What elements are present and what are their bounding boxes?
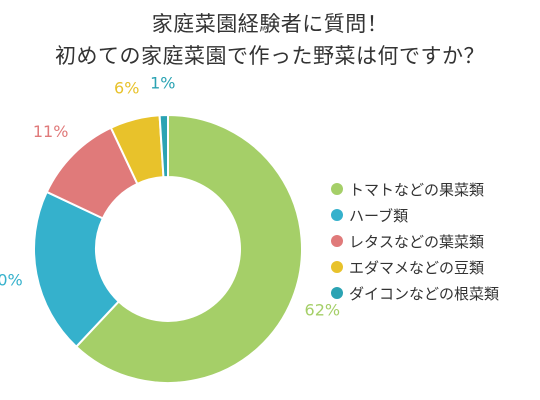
data-label-5: 1% [150,74,175,93]
legend-swatch-1 [331,183,343,195]
legend-label-3: レタスなどの葉菜類 [349,232,485,251]
legend-label-4: エダマメなどの豆類 [349,258,485,277]
legend-item-1: トマトなどの果菜類 [331,176,499,202]
legend-label-1: トマトなどの果菜類 [349,180,485,199]
donut-slice-2 [33,190,121,349]
legend-item-5: ダイコンなどの根菜類 [331,280,499,306]
chart-title-line-2: 初めての家庭菜園で作った野菜は何ですか？ [55,44,485,68]
legend-label-2: ハーブ類 [349,206,409,225]
legend-label-5: ダイコンなどの根菜類 [349,284,500,303]
legend-swatch-5 [331,287,343,299]
data-label-4: 6% [114,79,139,98]
data-label-1: 62% [305,301,341,320]
chart-title-line-1: 家庭菜園経験者に質問！ [151,12,389,36]
chart-legend: トマトなどの果菜類 ハーブ類レタスなどの葉菜類 エダマメなどの豆類 ダイコンなどの根菜… [331,176,499,306]
legend-swatch-4 [331,261,343,273]
donut-data-labels: 62% 20% 11% 6% 1% [0,74,340,320]
data-label-3: 11% [33,122,69,141]
legend-swatch-3 [331,235,343,247]
donut-slice-1 [74,113,303,384]
legend-item-3: レタスなどの葉菜類 [331,228,499,254]
data-label-2: 20% [0,271,23,290]
legend-item-2: ハーブ類 [331,202,499,228]
donut-slice-5 [158,113,169,179]
legend-swatch-2 [331,209,343,221]
legend-item-4: エダマメなどの豆類 [331,254,499,280]
donut-slices [33,113,303,384]
